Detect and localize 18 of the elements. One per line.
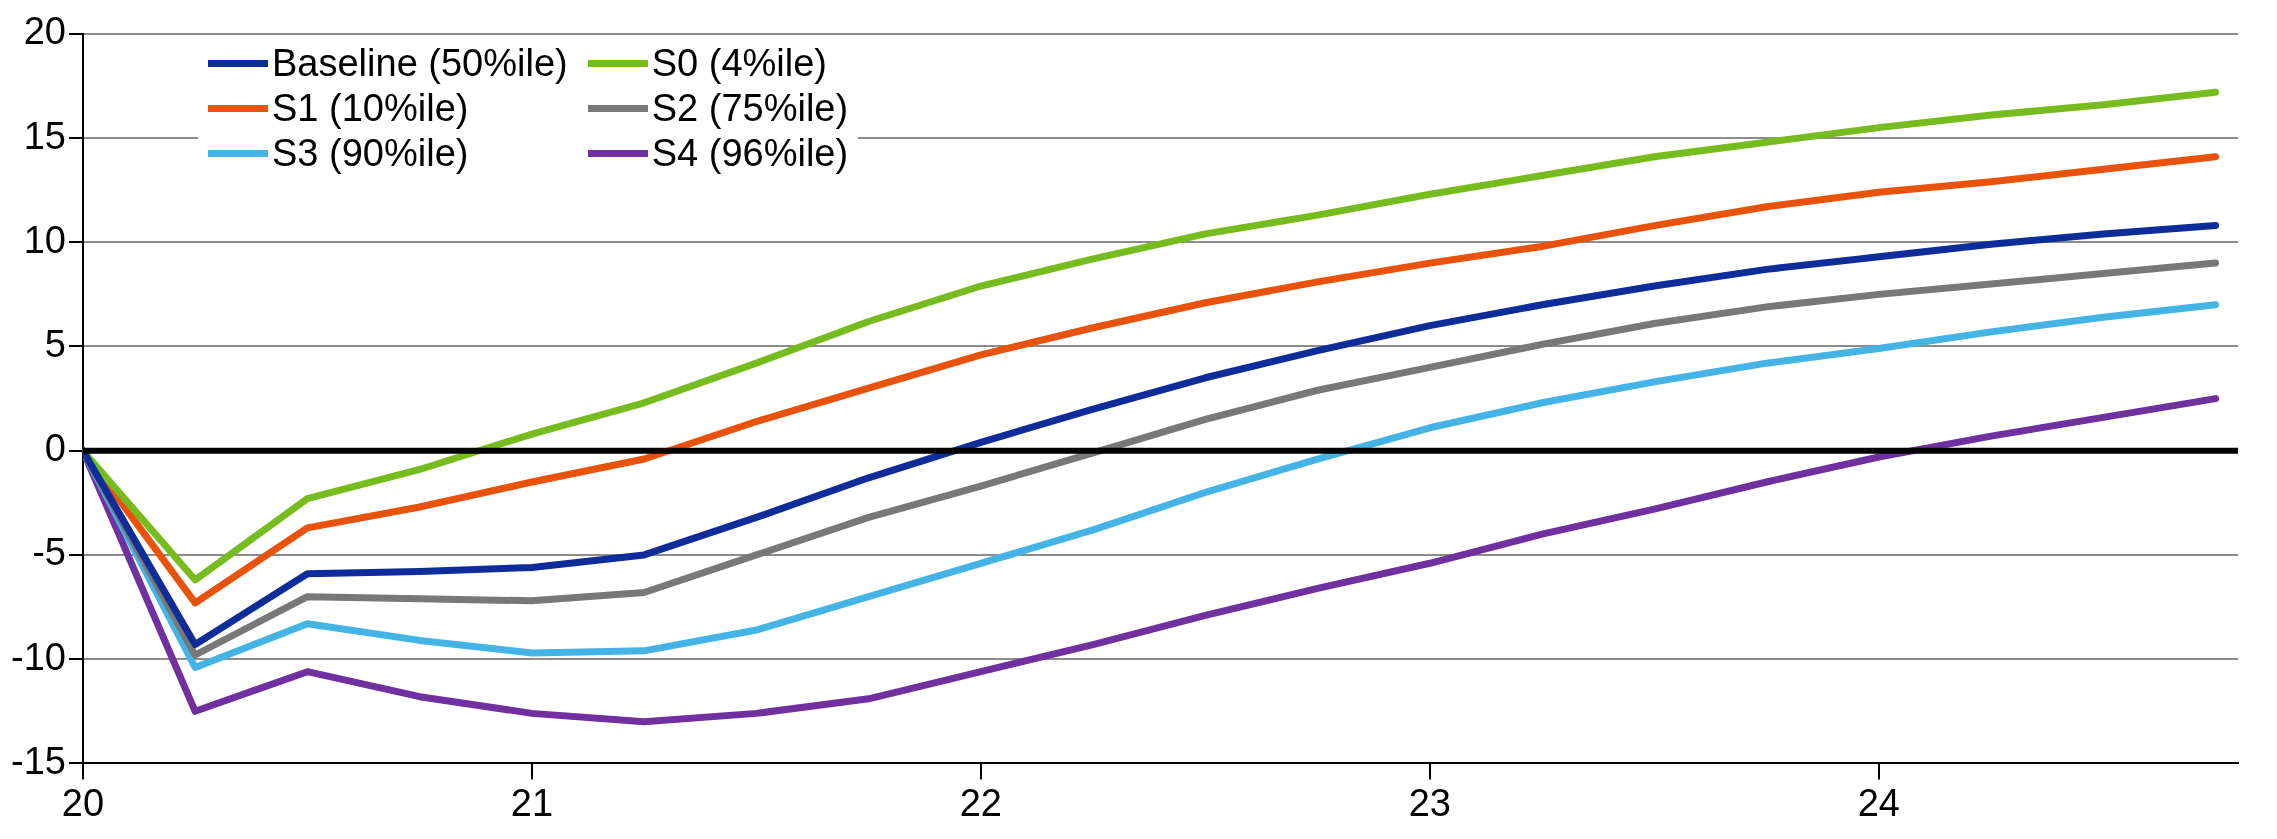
y-tick-label: -5 [32, 531, 66, 574]
y-tick-label: 15 [23, 114, 66, 157]
y-tick-label: 0 [44, 427, 66, 470]
legend-label: S4 (96%ile) [651, 132, 849, 175]
legend-label: Baseline (50%ile) [272, 42, 568, 85]
y-tick-label: 20 [23, 10, 66, 53]
x-tick-label: 23 [1408, 781, 1451, 824]
legend-label: S3 (90%ile) [272, 132, 469, 175]
legend-label: S0 (4%ile) [651, 42, 828, 85]
y-tick-label: -10 [11, 635, 66, 678]
y-tick-label: 5 [44, 322, 66, 365]
legend-label: S2 (75%ile) [651, 87, 849, 130]
y-tick-label: -15 [11, 739, 66, 782]
y-tick-label: 10 [23, 218, 66, 261]
x-tick-label: 24 [1857, 781, 1900, 824]
x-tick-label: 22 [959, 781, 1003, 824]
x-tick-label: 21 [510, 781, 554, 824]
legend-label: S1 (10%ile) [272, 87, 469, 130]
